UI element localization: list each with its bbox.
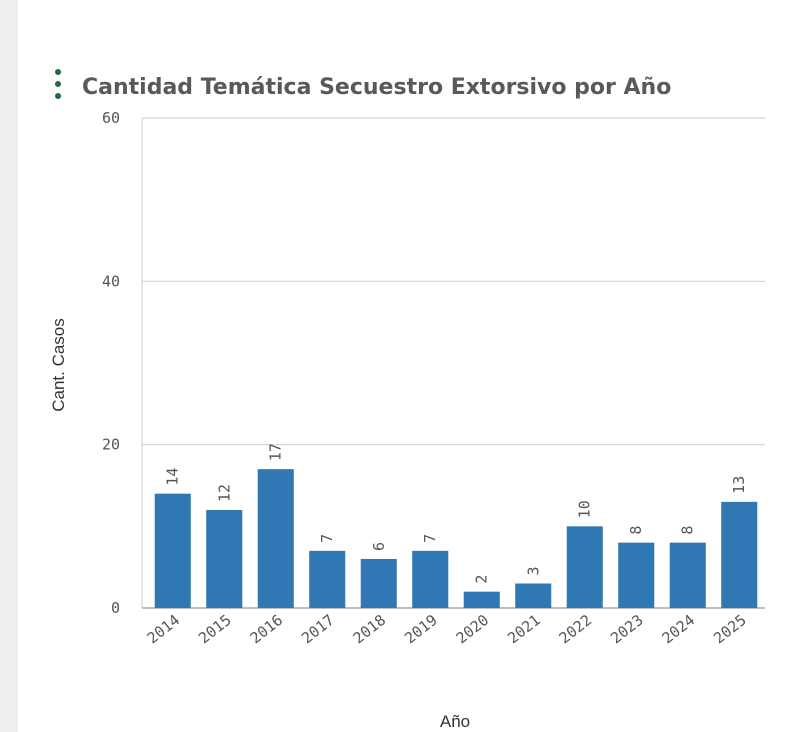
x-tick-label: 2021 <box>504 611 544 647</box>
y-tick-label: 0 <box>111 599 120 617</box>
data-label: 6 <box>370 542 388 551</box>
bar <box>669 542 706 608</box>
data-label: 8 <box>627 526 645 535</box>
data-label: 17 <box>267 443 285 461</box>
bar <box>412 550 449 608</box>
y-tick-label: 60 <box>102 109 120 127</box>
bar <box>206 510 243 608</box>
bar <box>515 583 552 608</box>
bar <box>463 591 500 608</box>
bar <box>154 493 191 608</box>
data-label: 3 <box>524 566 542 575</box>
x-tick-label: 2025 <box>710 611 750 647</box>
x-tick-label: 2017 <box>298 611 338 647</box>
bar <box>721 501 758 608</box>
data-label: 12 <box>215 484 233 502</box>
x-axis-title: Año <box>440 712 470 731</box>
menu-icon[interactable] <box>55 69 61 99</box>
x-tick-label: 2023 <box>607 611 647 647</box>
data-label: 8 <box>679 526 697 535</box>
x-tick-label: 2022 <box>556 611 596 647</box>
x-tick-label: 2019 <box>401 611 441 647</box>
y-axis-title: Cant. Casos <box>49 318 68 412</box>
x-tick-label: 2015 <box>195 611 235 647</box>
data-label: 7 <box>421 534 439 543</box>
x-tick-label: 2016 <box>247 611 287 647</box>
bar <box>618 542 655 608</box>
x-tick-label: 2020 <box>453 611 493 647</box>
data-label: 7 <box>318 534 336 543</box>
data-label: 2 <box>473 575 491 584</box>
bar <box>309 550 346 608</box>
bar <box>257 469 294 608</box>
y-tick-label: 40 <box>102 272 120 290</box>
chart-title: Cantidad Temática Secuestro Extorsivo po… <box>82 75 671 100</box>
side-strip <box>0 0 18 732</box>
x-tick-label: 2018 <box>350 611 390 647</box>
data-label: 10 <box>576 500 594 518</box>
x-tick-label: 2014 <box>144 611 184 647</box>
data-label: 13 <box>730 476 748 494</box>
data-label: 14 <box>164 468 182 486</box>
bar <box>360 559 397 608</box>
y-tick-label: 20 <box>102 436 120 454</box>
bar <box>566 526 603 608</box>
x-tick-label: 2024 <box>659 611 699 647</box>
